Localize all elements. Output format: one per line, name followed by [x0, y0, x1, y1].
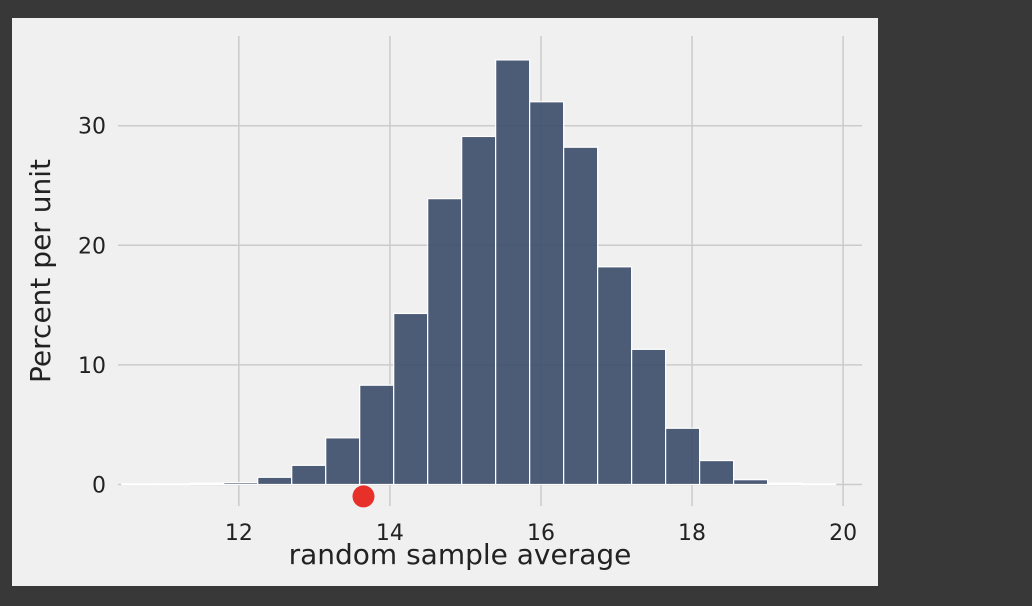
histogram-bar	[155, 483, 191, 486]
marker-layer	[352, 485, 375, 508]
histogram-bar	[597, 266, 633, 486]
histogram-bar	[291, 464, 327, 486]
observed-value-marker	[352, 485, 375, 508]
histogram-bar	[766, 482, 803, 486]
histogram-bar	[800, 483, 837, 486]
histogram-bar	[665, 427, 701, 486]
histogram-bar	[189, 482, 225, 486]
histogram-bar	[223, 482, 259, 486]
histogram-bar	[563, 146, 599, 486]
histogram-chart: 12 14 16 18 20 0 10 20 30 random sample average…	[24, 36, 862, 571]
x-tick-label: 18	[678, 521, 706, 546]
histogram-bar	[529, 101, 565, 486]
x-tick-label: 20	[829, 521, 857, 546]
y-axis-label: Percent per unit	[24, 159, 57, 383]
histogram-bar	[257, 476, 293, 486]
y-tick-label: 30	[78, 115, 106, 140]
x-tick-labels: 12 14 16 18 20	[225, 521, 857, 546]
histogram-bar	[121, 483, 157, 486]
y-tick-labels: 0 10 20 30	[78, 115, 106, 499]
y-tick-label: 10	[78, 354, 106, 379]
y-tick-label: 0	[92, 473, 106, 498]
histogram-bars	[121, 59, 837, 486]
histogram-bar	[393, 312, 429, 486]
y-tick-label: 20	[78, 234, 106, 259]
x-tick-label: 16	[527, 521, 555, 546]
x-tick-label: 14	[376, 521, 404, 546]
histogram-bar	[325, 437, 361, 486]
histogram-bar	[359, 384, 395, 486]
x-tick-label: 12	[225, 521, 253, 546]
histogram-bar	[631, 348, 667, 486]
chart-figure: 12 14 16 18 20 0 10 20 30 random sample average…	[12, 18, 878, 586]
x-axis-label: random sample average	[289, 538, 632, 571]
histogram-bar	[699, 459, 735, 486]
histogram-bar	[427, 198, 463, 486]
histogram-bar	[495, 59, 531, 486]
histogram-bar	[461, 135, 497, 486]
histogram-bar	[732, 479, 769, 486]
